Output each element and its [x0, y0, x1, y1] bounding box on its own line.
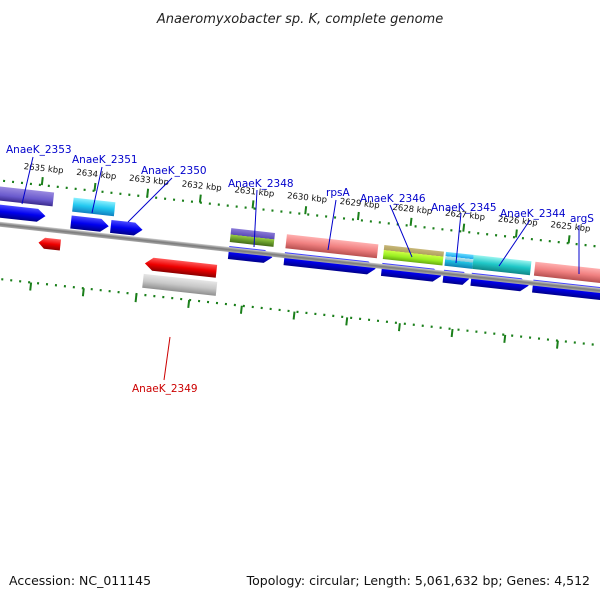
cds-arrow-2349[interactable]	[144, 257, 218, 278]
leader-line	[21, 156, 34, 205]
gene-label-AnaeK_2353[interactable]: AnaeK_2353	[6, 144, 72, 156]
map-layer: 2635 kbp 2634 kbp 2633 kbp 2632 kbp 2631…	[0, 162, 600, 353]
gene-label-AnaeK_2346[interactable]: AnaeK_2346	[360, 193, 426, 205]
kbp-label: 2629 kbp	[339, 197, 380, 211]
cds-arrow-reverse-small[interactable]	[38, 237, 61, 251]
kbp-label: 2633 kbp	[129, 174, 170, 188]
kbp-scale-labels: 2635 kbp 2634 kbp 2633 kbp 2632 kbp 2631…	[23, 162, 591, 234]
gene-label-AnaeK_2349[interactable]: AnaeK_2349	[132, 383, 198, 395]
kbp-label: 2630 kbp	[287, 191, 328, 205]
leader-line	[91, 166, 103, 214]
kbp-label: 2628 kbp	[392, 203, 433, 217]
kbp-label: 2631 kbp	[234, 185, 275, 199]
leader-line	[327, 199, 337, 251]
gene-label-argS[interactable]: argS	[570, 213, 594, 225]
kbp-label: 2632 kbp	[181, 179, 222, 193]
feature-box-rpsA[interactable]	[285, 234, 379, 259]
feature-box-2349[interactable]	[142, 273, 218, 296]
gene-label-AnaeK_2345[interactable]: AnaeK_2345	[431, 202, 497, 214]
leader-line	[455, 212, 462, 264]
cds-arrow-2350[interactable]	[110, 219, 143, 236]
leader-line	[389, 204, 413, 258]
kbp-label: 2634 kbp	[76, 168, 117, 182]
gene-label-AnaeK_2344[interactable]: AnaeK_2344	[500, 208, 566, 220]
gene-label-AnaeK_2348[interactable]: AnaeK_2348	[228, 178, 294, 190]
kbp-label: 2635 kbp	[23, 162, 64, 176]
cds-arrow-2353[interactable]	[0, 204, 46, 222]
cds-arrow-2351[interactable]	[70, 215, 109, 233]
genome-title: Anaeromyxobacter sp. K, complete genome	[156, 12, 443, 27]
gene-label-AnaeK_2351[interactable]: AnaeK_2351	[72, 154, 138, 166]
upper-tick-ring	[0, 173, 600, 255]
accession-text: Accession: NC_011145	[9, 573, 152, 588]
leader-line	[498, 219, 531, 267]
gene-label-rpsA[interactable]: rpsA	[326, 187, 350, 199]
kbp-label: 2626 kbp	[497, 214, 538, 228]
genome-backbone	[0, 215, 600, 300]
feature-box-2348[interactable]	[229, 228, 276, 247]
topology-text: Topology: circular; Length: 5,061,632 bp…	[246, 573, 590, 588]
leader-line	[163, 336, 171, 381]
kbp-label: 2625 kbp	[550, 220, 591, 234]
gene-label-AnaeK_2350[interactable]: AnaeK_2350	[141, 165, 207, 177]
reverse-cds-arrows	[38, 237, 218, 278]
leader-line	[253, 189, 258, 248]
feature-box-2345[interactable]	[444, 251, 474, 269]
feature-box-2346[interactable]	[382, 245, 444, 266]
feature-box-2344[interactable]	[472, 254, 532, 276]
leader-line	[127, 177, 173, 223]
feature-boxes-forward	[0, 186, 600, 286]
feature-box-2353[interactable]	[0, 186, 55, 207]
gene-labels: AnaeK_2353 AnaeK_2351 AnaeK_2350 AnaeK_2…	[6, 144, 594, 395]
kbp-label: 2627 kbp	[445, 209, 486, 223]
leader-lines	[21, 156, 580, 381]
lower-tick-ring	[0, 271, 600, 353]
